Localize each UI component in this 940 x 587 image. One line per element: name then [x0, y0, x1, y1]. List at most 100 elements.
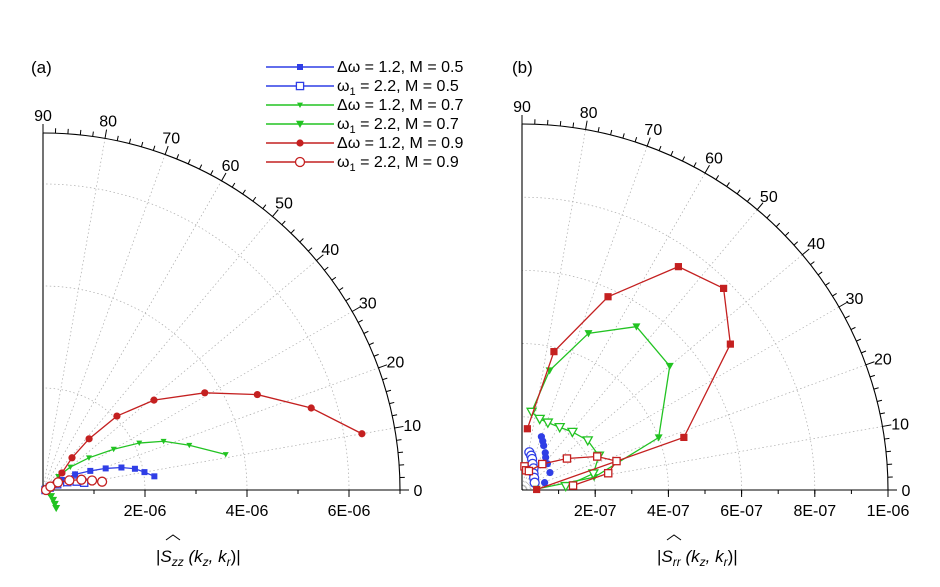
angle-tick-label: 70	[644, 122, 662, 139]
legend-marker	[294, 156, 306, 168]
angle-tick	[290, 229, 295, 234]
legend-item: Δω = 1.2, M = 0.5	[266, 59, 463, 76]
data-point	[136, 440, 143, 447]
data-point	[542, 418, 554, 429]
angle-tick-label: 50	[760, 189, 778, 206]
angle-tick	[128, 138, 132, 144]
data-point	[150, 396, 158, 404]
legend-label-rest: = 2.2, M = 0.5	[356, 78, 459, 95]
data-point	[222, 452, 229, 458]
legend-label: ω1 = 2.2, M = 0.7	[337, 116, 459, 136]
angle-tick	[597, 127, 600, 133]
grid-circle	[42, 183, 350, 491]
legend-label-rest: = 2.2, M = 0.9	[356, 154, 459, 171]
angle-tick	[262, 204, 267, 209]
series-4	[523, 263, 734, 494]
data-point	[253, 390, 261, 399]
angle-tick	[338, 287, 344, 291]
grid-radial	[42, 180, 222, 491]
angle-tick	[307, 247, 313, 252]
data-point	[131, 465, 138, 472]
angle-tick	[681, 156, 686, 162]
xlabel-b-symbol: S	[661, 547, 673, 566]
data-point	[58, 469, 66, 477]
angle-tick	[572, 122, 575, 128]
legend-label-symbol: ω	[337, 154, 350, 171]
angle-tick	[766, 213, 771, 219]
legend-label-text: Δω = 1.2, M = 0.5	[337, 59, 463, 76]
data-point	[47, 493, 56, 501]
angle-tick	[231, 182, 236, 188]
data-point	[560, 481, 572, 493]
angle-tick	[746, 197, 751, 202]
angle-tick-label: 60	[222, 158, 240, 175]
angle-tick	[885, 450, 892, 453]
xlabel-a-mid: , k	[209, 547, 228, 566]
angle-tick-label: 70	[162, 131, 180, 148]
outer-arc	[42, 132, 401, 491]
data-point	[118, 464, 125, 471]
polar-chart-b: 0 10 20 30 40 50 60 70 80 90 2E-07 4E-07 6E-07 8E-07 1…	[513, 99, 910, 520]
data-point	[72, 471, 79, 478]
angle-tick	[386, 389, 392, 393]
data-point	[632, 323, 641, 331]
grid-radial	[42, 260, 317, 491]
legend-label-subscript: 1	[350, 162, 356, 174]
grid-radial	[42, 138, 106, 491]
xlabel-b-subscript: rr	[673, 555, 682, 569]
angle-tick	[373, 353, 379, 357]
data-point	[50, 500, 59, 509]
panel-label-a: (a)	[31, 58, 52, 77]
angle-tick	[140, 141, 144, 147]
legend-marker	[296, 139, 304, 147]
angle-tick	[861, 350, 867, 354]
legend-marker	[295, 81, 305, 91]
angle-tick-label: 20	[386, 355, 404, 372]
series-5	[40, 474, 108, 496]
data-point	[665, 362, 674, 371]
data-point	[568, 481, 578, 490]
angle-tick	[844, 315, 850, 319]
legend-item: Δω = 1.2, M = 0.7	[266, 97, 463, 114]
data-point	[538, 459, 547, 469]
angle-tick-label: 50	[275, 196, 293, 213]
grid-radial	[521, 172, 706, 491]
xlabel-b-sub1: z	[699, 555, 706, 569]
angle-tick-label: 80	[99, 114, 117, 131]
angle-tick	[363, 330, 369, 334]
data-point	[52, 504, 61, 513]
data-point	[523, 425, 531, 433]
angle-tick	[92, 131, 94, 137]
legend-label: ω1 = 2.2, M = 0.9	[337, 154, 459, 174]
angle-tick-label: 0	[414, 483, 423, 500]
angle-tick-label: 80	[580, 105, 598, 122]
legend-marker	[297, 102, 303, 108]
radius-tick-label: 4E-07	[647, 503, 690, 520]
grid-radial	[521, 306, 840, 491]
grid-radial	[42, 427, 395, 491]
angle-tick	[252, 196, 257, 202]
grid-radial	[521, 129, 586, 491]
data-point	[201, 389, 209, 397]
data-point	[524, 466, 534, 476]
angle-tick	[331, 276, 337, 281]
angle-tick	[610, 129, 613, 135]
legend-item: Δω = 1.2, M = 0.9	[266, 135, 463, 152]
xlabel-a-sub2: r	[227, 555, 232, 569]
data-point	[85, 455, 92, 461]
angle-tick-label: 10	[891, 416, 909, 433]
angle-tick	[865, 361, 875, 366]
data-point	[186, 442, 193, 449]
angle-tick	[164, 145, 169, 155]
svg-text:|Srr (kz, kr)|: |Srr (kz, kr)|	[657, 547, 738, 569]
angle-tick	[559, 120, 562, 127]
angle-tick	[585, 120, 588, 130]
legend-label-symbol: ω	[337, 116, 350, 133]
angle-tick-label: 30	[846, 291, 864, 308]
angle-tick	[704, 164, 710, 174]
angle-tick	[856, 338, 862, 342]
grid-circle	[42, 387, 146, 491]
outer-arc	[521, 123, 889, 491]
angle-tick	[368, 342, 374, 346]
data-point	[604, 293, 612, 301]
